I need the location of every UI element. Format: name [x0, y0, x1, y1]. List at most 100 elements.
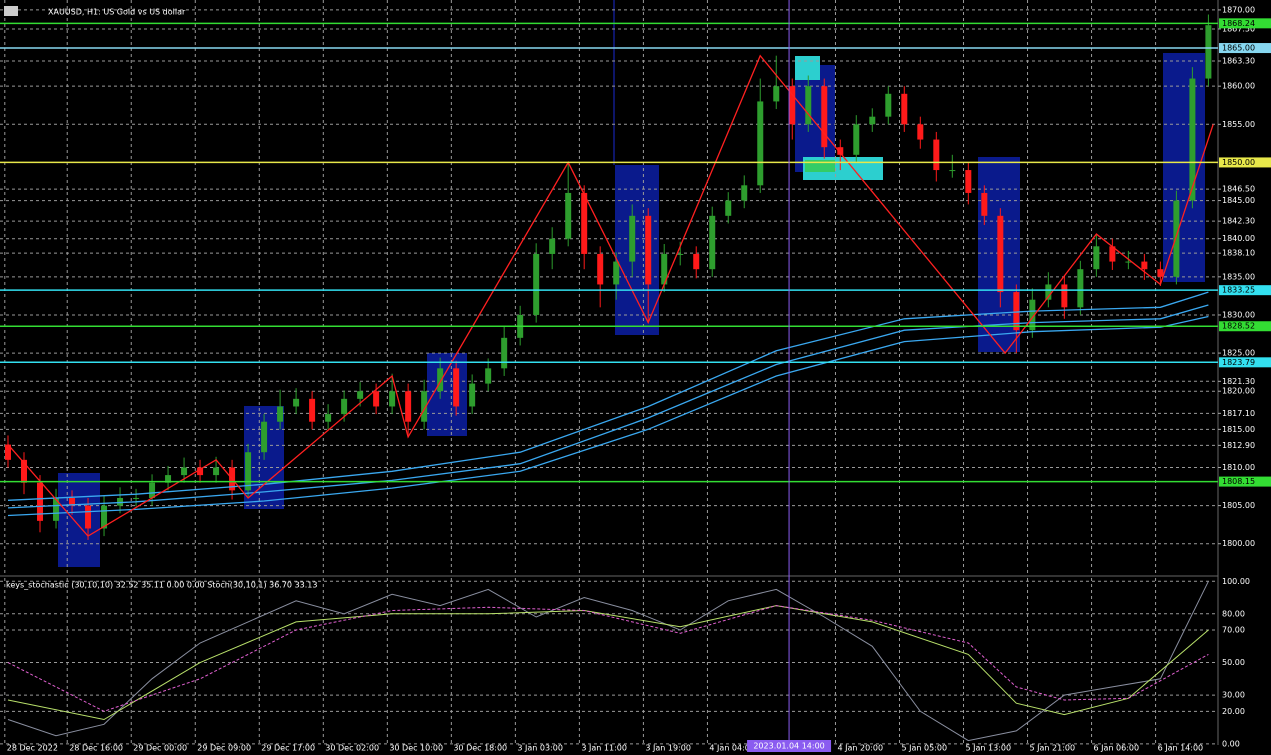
x-tick-label: 29 Dec 00:00: [133, 744, 187, 753]
candle-body: [1077, 269, 1084, 308]
candle-body: [661, 253, 668, 285]
candle-body: [37, 482, 44, 521]
x-tick-label: 29 Dec 17:00: [261, 744, 315, 753]
y-tick-label: 1810.00: [1222, 463, 1255, 472]
candle-body: [1141, 261, 1148, 270]
candle-body: [213, 467, 220, 476]
candle-body: [885, 93, 892, 117]
y-tick-label: 1800.00: [1222, 539, 1255, 548]
candle-body: [325, 414, 332, 422]
candle-body: [645, 215, 652, 285]
y-tick-label: 50.00: [1222, 658, 1245, 667]
line: [7, 291, 1209, 501]
x-tick-label: 3 Jan 11:00: [581, 744, 627, 753]
candle-body: [757, 101, 764, 186]
y-tick-label: 1863.30: [1222, 57, 1255, 66]
level-label-bg: [1219, 285, 1271, 296]
candle-body: [773, 86, 780, 102]
candle-body: [1093, 246, 1100, 270]
zone: [1163, 53, 1205, 282]
crosshair-label-bg: [747, 740, 832, 752]
candle-body: [837, 147, 844, 155]
candle-body: [629, 215, 636, 262]
candle-body: [101, 505, 108, 529]
x-tick-label: 5 Jan 05:00: [901, 744, 947, 753]
line: [7, 315, 1209, 517]
candle-body: [1061, 284, 1068, 308]
x-tick-label: 29 Dec 09:00: [197, 744, 251, 753]
y-tick-label: 1860.00: [1222, 82, 1255, 91]
candle-body: [853, 124, 860, 155]
y-tick-label: 1821.30: [1222, 377, 1255, 386]
y-tick-label: 1846.50: [1222, 185, 1255, 194]
candle-body: [69, 497, 76, 506]
candle-body: [549, 238, 556, 254]
zone: [795, 65, 835, 172]
candle-body: [1205, 25, 1212, 79]
candle-body: [805, 86, 812, 125]
x-tick-label: 28 Dec 16:00: [69, 744, 123, 753]
x-tick-label: 6 Jan 14:00: [1158, 744, 1204, 753]
candle-body: [533, 253, 540, 315]
y-tick-label: 1830.00: [1222, 310, 1255, 319]
candle-body: [341, 398, 348, 415]
line: [7, 304, 1209, 509]
candle-body: [421, 391, 428, 422]
candle-body: [373, 391, 380, 407]
candle-body: [245, 452, 252, 491]
candle-body: [1109, 246, 1116, 262]
y-tick-label: 20.00: [1222, 707, 1245, 716]
y-tick-label: 1842.30: [1222, 217, 1255, 226]
y-tick-label: 1805.00: [1222, 501, 1255, 510]
x-tick-label: 30 Dec 10:00: [389, 744, 443, 753]
candle-body: [5, 444, 12, 460]
x-tick-label: 5 Jan 21:00: [1030, 744, 1076, 753]
candle-body: [1045, 284, 1052, 300]
candle-body: [901, 93, 908, 125]
x-tick-label: 30 Dec 18:00: [453, 744, 507, 753]
candle-body: [453, 368, 460, 407]
chart-title: XAUUSD, H1: US Gold vs US dollar: [48, 8, 186, 17]
y-tick-label: 1820.00: [1222, 387, 1255, 396]
y-tick-label: 1835.00: [1222, 272, 1255, 281]
candle-body: [981, 192, 988, 216]
candle-body: [581, 192, 588, 254]
candle-body: [725, 200, 732, 216]
x-tick-label: 5 Jan 13:00: [966, 744, 1012, 753]
zone: [427, 353, 467, 436]
y-tick-label: 1845.00: [1222, 196, 1255, 205]
candle-body: [133, 497, 140, 499]
candle-body: [181, 467, 188, 476]
level-label-bg: [1219, 357, 1271, 368]
candle-body: [117, 497, 124, 506]
candle-body: [197, 467, 204, 476]
candle-body: [261, 421, 268, 453]
candle-body: [821, 86, 828, 148]
x-tick-label: 3 Jan 19:00: [645, 744, 691, 753]
candle-body: [997, 215, 1004, 293]
y-tick-label: 0.00: [1222, 739, 1240, 748]
candle-body: [709, 215, 716, 270]
level-label-bg: [1219, 157, 1271, 168]
indicator-label: keys_stochastic (30,10,10) 32.52 35.11 0…: [6, 581, 317, 590]
y-tick-label: 80.00: [1222, 609, 1245, 618]
candle-body: [501, 337, 508, 369]
y-tick-label: 1817.10: [1222, 409, 1255, 418]
candle-body: [357, 391, 364, 399]
candle-body: [869, 116, 876, 125]
level-label-bg: [1219, 18, 1271, 29]
candle-body: [597, 253, 604, 285]
line: [7, 605, 1209, 712]
y-tick-label: 1870.00: [1222, 5, 1255, 14]
x-tick-label: 28 Dec 2022: [7, 744, 58, 753]
x-tick-label: 4 Jan 04:00: [709, 744, 755, 753]
candle-body: [1013, 292, 1020, 331]
x-tick-label: 6 Jan 06:00: [1094, 744, 1140, 753]
level-label-bg: [1219, 43, 1271, 54]
level-label: 1823.79: [1222, 358, 1255, 367]
candle-body: [309, 398, 316, 422]
line: [7, 581, 1209, 742]
x-tick-label: 4 Jan 20:00: [837, 744, 883, 753]
